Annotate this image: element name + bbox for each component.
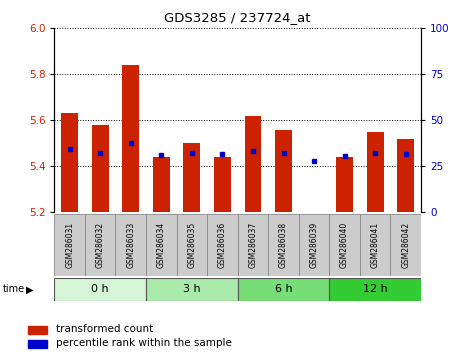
- Bar: [299, 214, 329, 276]
- Text: 12 h: 12 h: [363, 284, 387, 295]
- Bar: [360, 214, 390, 276]
- Text: GSM286032: GSM286032: [96, 222, 105, 268]
- Text: percentile rank within the sample: percentile rank within the sample: [56, 338, 231, 348]
- Bar: [153, 157, 170, 212]
- Bar: [336, 157, 353, 212]
- Text: 0 h: 0 h: [91, 284, 109, 295]
- Bar: [123, 65, 139, 212]
- Text: transformed count: transformed count: [56, 324, 153, 334]
- Bar: [85, 214, 115, 276]
- Bar: [329, 278, 421, 301]
- Text: GSM286031: GSM286031: [65, 222, 74, 268]
- Text: GSM286034: GSM286034: [157, 222, 166, 268]
- Bar: [61, 114, 78, 212]
- Bar: [146, 278, 237, 301]
- Text: GSM286036: GSM286036: [218, 222, 227, 268]
- Bar: [28, 340, 47, 348]
- Text: 6 h: 6 h: [275, 284, 292, 295]
- Bar: [275, 130, 292, 212]
- Text: GSM286041: GSM286041: [371, 222, 380, 268]
- Text: GSM286038: GSM286038: [279, 222, 288, 268]
- Bar: [207, 214, 237, 276]
- Bar: [54, 278, 146, 301]
- Bar: [237, 278, 329, 301]
- Bar: [214, 157, 231, 212]
- Text: GSM286042: GSM286042: [401, 222, 410, 268]
- Bar: [146, 214, 176, 276]
- Text: GSM286039: GSM286039: [309, 222, 318, 268]
- Bar: [115, 214, 146, 276]
- Bar: [92, 125, 109, 212]
- Bar: [329, 214, 360, 276]
- Text: 3 h: 3 h: [183, 284, 201, 295]
- Bar: [184, 143, 200, 212]
- Text: GSM286035: GSM286035: [187, 222, 196, 268]
- Text: time: time: [2, 284, 25, 295]
- Text: ▶: ▶: [26, 284, 34, 295]
- Bar: [245, 116, 262, 212]
- Text: GDS3285 / 237724_at: GDS3285 / 237724_at: [165, 11, 311, 24]
- Bar: [390, 214, 421, 276]
- Bar: [397, 139, 414, 212]
- Bar: [54, 214, 85, 276]
- Text: GSM286037: GSM286037: [248, 222, 257, 268]
- Text: GSM286040: GSM286040: [340, 222, 349, 268]
- Bar: [237, 214, 268, 276]
- Text: GSM286033: GSM286033: [126, 222, 135, 268]
- Bar: [176, 214, 207, 276]
- Bar: [28, 326, 47, 334]
- Bar: [268, 214, 299, 276]
- Bar: [367, 132, 384, 212]
